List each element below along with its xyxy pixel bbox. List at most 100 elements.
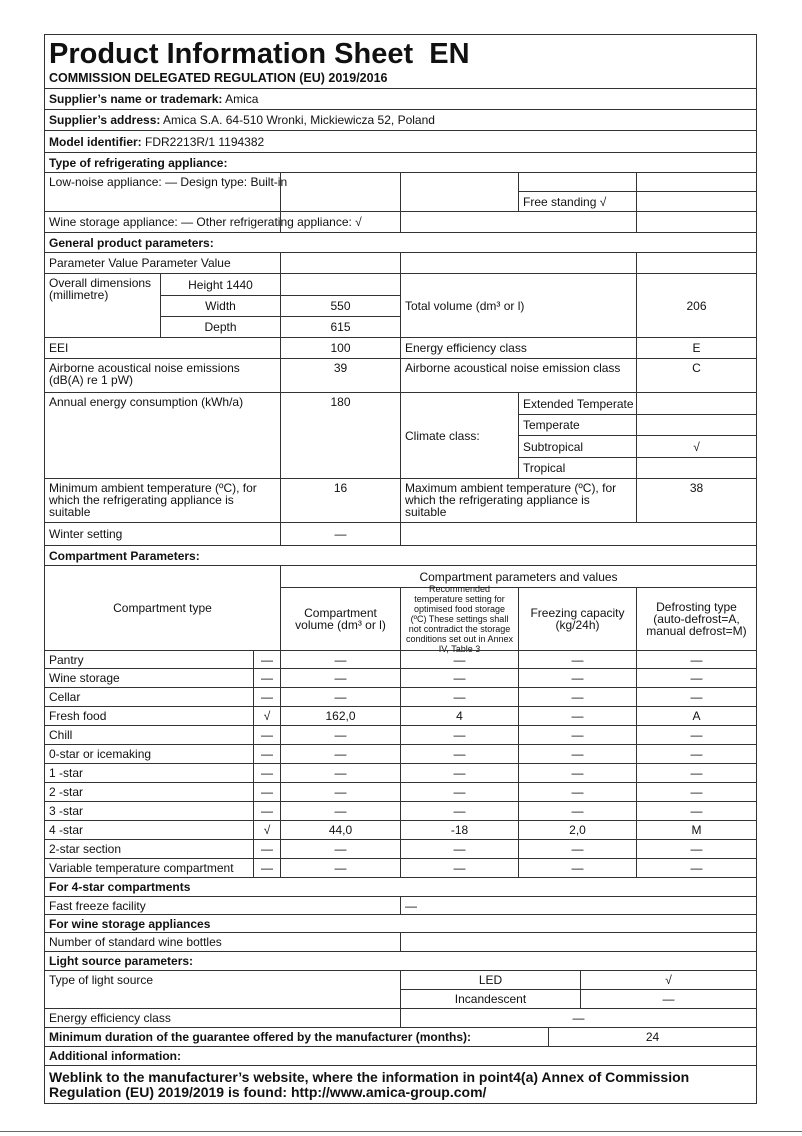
free-standing: Free standing √ (518, 191, 637, 212)
noise-class-label-text: Airborne acoustical noise emission class (405, 361, 621, 375)
total-volume-value: 206 (636, 273, 757, 338)
compartment-defrost-text: A (692, 709, 701, 723)
compartment-freeze-text: — (571, 804, 584, 818)
compartment-present-text: √ (263, 823, 271, 837)
compartment-volume-text: — (334, 652, 347, 667)
noise-label: Airborne acoustical noise emissions (dB(… (44, 358, 281, 393)
defrosting-type-header-text: Defrosting type (auto-defrost=A, manual … (646, 600, 747, 638)
compartment-name: Chill (44, 725, 254, 745)
light-heading-text: Light source parameters: (49, 954, 194, 968)
four-star-heading-text: For 4-star compartments (49, 880, 191, 894)
manufacturer-weblink: Weblink to the manufacturer’s website, w… (44, 1065, 757, 1104)
climate-class-value (636, 392, 757, 415)
compartment-present: — (253, 687, 281, 707)
dimensions-label: Overall dimensions (millimetre) (44, 273, 161, 338)
compartment-temp: — (400, 763, 519, 783)
compartment-defrost-text: — (690, 804, 703, 818)
compartment-volume: — (280, 668, 401, 688)
compartment-name: 4 -star (44, 820, 254, 840)
wine-bottles-label-text: Number of standard wine bottles (49, 935, 222, 949)
param-header-text: Parameter Value Parameter Value (49, 256, 231, 270)
title-block: Product Information Sheet EN COMMISSION … (44, 34, 757, 89)
wine-bottles-value (400, 932, 757, 952)
compartment-volume: — (280, 650, 401, 669)
compartment-freeze: — (518, 650, 637, 669)
compartment-freeze: — (518, 858, 637, 878)
compartment-name-text: 2 -star (49, 785, 84, 799)
climate-class-name: Extended Temperate (518, 392, 637, 415)
empty-cell (636, 211, 757, 233)
annual-energy-label: Annual energy consumption (kWh/a) (44, 392, 281, 479)
temperature-header-text: Recommended temperature setting for opti… (405, 584, 514, 654)
compartment-name-text: Pantry (49, 652, 84, 667)
guarantee-value: 24 (548, 1027, 757, 1047)
compartment-name: 1 -star (44, 763, 254, 783)
freezing-capacity-header: Freezing capacity (kg/24h) (518, 587, 637, 651)
compartment-freeze: — (518, 668, 637, 688)
empty-cell (400, 172, 519, 212)
light-type-label: Type of light source (44, 970, 401, 1009)
guarantee-label-text: Minimum duration of the guarantee offere… (49, 1030, 472, 1044)
temperature-header: Recommended temperature setting for opti… (400, 584, 519, 654)
compartment-name-text: Wine storage (49, 671, 120, 685)
compartment-volume: 162,0 (280, 706, 401, 726)
compartment-freeze-text: — (571, 785, 584, 799)
compartment-freeze: — (518, 782, 637, 802)
compartment-present-text: — (261, 842, 273, 856)
eei-value: 100 (280, 337, 401, 359)
compartments-heading: Compartment Parameters: (44, 545, 757, 566)
light-eec-value-text: — (572, 1011, 585, 1025)
compartment-freeze-text: — (571, 671, 584, 685)
compartment-present-text: — (261, 804, 273, 818)
height-text: Height 1440 (188, 277, 253, 292)
empty-cell (636, 252, 757, 274)
climate-class-name-text: Temperate (523, 418, 580, 432)
depth-label-text: Depth (204, 320, 237, 334)
compartment-present: — (253, 744, 281, 764)
compartment-temp: — (400, 744, 519, 764)
compartment-present-text: — (261, 785, 273, 799)
compartment-defrost-text: — (690, 652, 703, 667)
climate-class-name-text: Extended Temperate (523, 396, 634, 411)
field-value: Amica (222, 92, 259, 106)
compartment-freeze-text: — (571, 766, 584, 780)
compartment-present: √ (253, 820, 281, 840)
compartment-defrost-text: — (690, 842, 703, 856)
supplier-name: Supplier’s name or trademark: Amica (44, 88, 757, 110)
additional-heading-text: Additional information: (49, 1049, 181, 1063)
compartment-defrost: A (636, 706, 757, 726)
compartment-freeze-text: — (571, 709, 584, 723)
defrosting-type-header: Defrosting type (auto-defrost=A, manual … (636, 587, 757, 651)
annual-energy-label-text: Annual energy consumption (kWh/a) (49, 395, 244, 409)
compartment-volume: — (280, 744, 401, 764)
total-volume-label: Total volume (dm³ or l) (400, 273, 637, 338)
compartment-defrost-text: — (690, 747, 703, 761)
compartment-freeze: — (518, 687, 637, 707)
noise-value-text: 39 (333, 361, 348, 375)
compartment-freeze-text: — (571, 690, 584, 704)
climate-class-name: Subtropical (518, 435, 637, 458)
compartment-volume-text: — (334, 728, 347, 742)
compartment-name-text: 3 -star (49, 804, 84, 818)
type-heading: Type of refrigerating appliance: (44, 152, 757, 173)
supplier-address: Supplier’s address: Amica S.A. 64-510 Wr… (44, 109, 757, 131)
compartment-name-text: 1 -star (49, 766, 84, 780)
compartment-volume-text: — (334, 747, 347, 761)
compartment-name-text: 0-star or icemaking (49, 747, 152, 761)
noise-class-label: Airborne acoustical noise emission class (400, 358, 637, 393)
max-temp-value: 38 (636, 478, 757, 523)
width-label-text: Width (205, 299, 236, 313)
guarantee-value-text: 24 (645, 1030, 660, 1044)
wine-heading: For wine storage appliances (44, 914, 757, 933)
led-label-text: LED (478, 973, 503, 987)
eec-value: E (636, 337, 757, 359)
compartment-freeze: — (518, 744, 637, 764)
compartment-defrost: — (636, 668, 757, 688)
min-temp-label-text: Minimum ambient temperature (ºC), for wh… (49, 481, 257, 519)
empty-cell (400, 522, 757, 546)
compartment-volume: — (280, 782, 401, 802)
compartment-volume: — (280, 763, 401, 783)
led-value-text: √ (665, 973, 672, 987)
compartment-temp: — (400, 650, 519, 669)
